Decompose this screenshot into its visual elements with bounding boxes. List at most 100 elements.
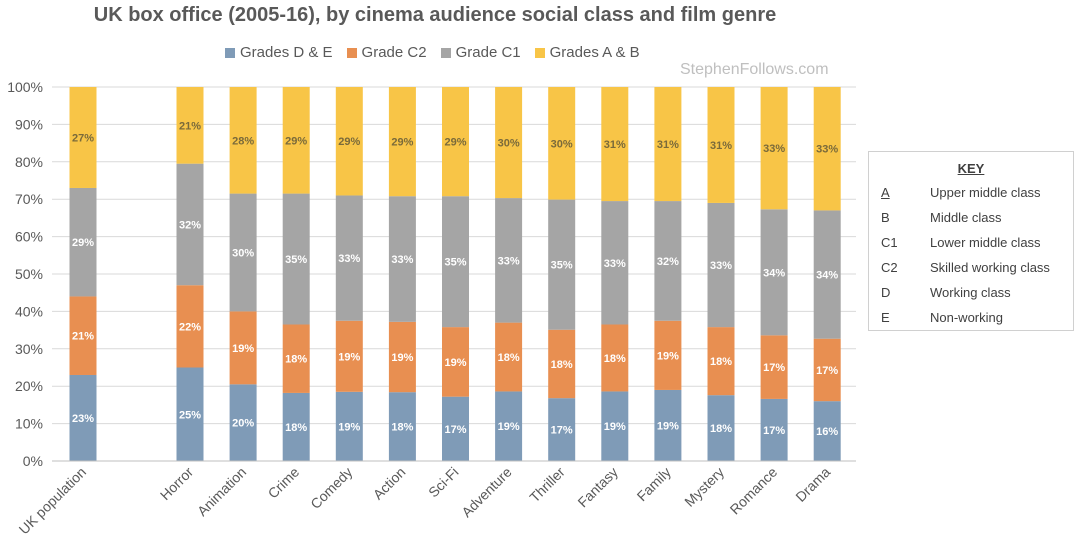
x-tick-label: Mystery — [681, 464, 727, 510]
data-label: 27% — [72, 132, 94, 144]
bar-segment — [707, 87, 735, 203]
data-label: 31% — [710, 140, 732, 152]
key-code: C1 — [881, 235, 898, 250]
x-tick-label: Fantasy — [574, 464, 621, 511]
x-tick-label: Family — [634, 464, 674, 504]
data-label: 17% — [444, 424, 466, 436]
bar-segment — [495, 198, 523, 323]
key-code: E — [881, 310, 890, 325]
data-label: 35% — [551, 260, 573, 272]
bar-segment — [760, 335, 788, 399]
data-label: 34% — [763, 267, 785, 279]
y-tick-label: 80% — [15, 154, 43, 170]
bar-segment — [495, 322, 523, 392]
data-label: 19% — [232, 343, 254, 355]
data-label: 33% — [816, 144, 838, 156]
legend-swatch — [225, 47, 235, 58]
data-label: 31% — [604, 139, 626, 151]
data-label: 25% — [179, 409, 201, 421]
data-label: 19% — [604, 421, 626, 433]
x-tick-label: Sci-Fi — [425, 464, 462, 501]
data-label: 17% — [551, 425, 573, 437]
key-title: KEY — [957, 161, 985, 176]
y-tick-label: 30% — [15, 341, 43, 357]
key-row: E Non-working — [881, 310, 1071, 330]
data-label: 33% — [604, 258, 626, 270]
x-tick-label: Crime — [265, 464, 303, 502]
chart-title: UK box office (2005-16), by cinema audie… — [93, 4, 777, 26]
data-label: 30% — [232, 247, 254, 259]
bar-segment — [282, 87, 310, 194]
bar-segment — [388, 321, 416, 393]
data-label: 29% — [391, 137, 413, 149]
key-description: Upper middle class — [930, 185, 1041, 200]
x-tick-label: Action — [370, 464, 409, 503]
data-label: 19% — [338, 421, 360, 433]
y-tick-label: 0% — [23, 453, 43, 469]
data-label: 33% — [338, 253, 360, 265]
bar-segment — [229, 193, 257, 312]
data-label: 35% — [285, 254, 307, 266]
legend-swatch — [346, 47, 357, 58]
data-label: 18% — [604, 353, 626, 365]
data-label: 19% — [657, 420, 679, 432]
bar-segment — [335, 87, 363, 196]
bar-segment — [654, 87, 682, 202]
legend-label: Grade C1 — [455, 44, 521, 61]
data-label: 19% — [498, 421, 520, 433]
data-label: 30% — [498, 138, 520, 150]
data-label: 21% — [179, 120, 201, 132]
data-label: 33% — [391, 254, 413, 266]
x-tick-label: Horror — [157, 464, 197, 504]
key-code: D — [881, 285, 891, 300]
legend-label: Grade C2 — [361, 44, 427, 61]
bar-segment — [601, 201, 629, 325]
data-label: 29% — [444, 137, 466, 149]
y-tick-label: 90% — [15, 116, 43, 132]
data-label: 18% — [391, 422, 413, 434]
bar-segment — [442, 87, 469, 197]
bar-segment — [282, 193, 310, 325]
key-description: Middle class — [930, 210, 1002, 225]
bar-segment — [813, 401, 841, 461]
bar-segment — [813, 338, 841, 402]
bar-segment — [388, 196, 416, 322]
data-label: 35% — [444, 257, 466, 269]
x-tick-label: Drama — [792, 464, 833, 505]
bar-segment — [176, 367, 204, 461]
bar-segment — [654, 389, 682, 461]
bar-segment — [601, 87, 629, 202]
x-tick-label: Animation — [194, 464, 249, 519]
key-row: A Upper middle class — [881, 185, 1071, 205]
data-label: 28% — [232, 135, 254, 147]
data-label: 18% — [551, 359, 573, 371]
key-row: B Middle class — [881, 210, 1071, 230]
bar-segment — [442, 196, 469, 328]
y-tick-label: 70% — [15, 191, 43, 207]
bar-segment — [654, 320, 682, 390]
y-tick-label: 100% — [7, 79, 43, 95]
data-label: 19% — [391, 352, 413, 364]
data-label: 19% — [444, 357, 466, 369]
data-label: 30% — [551, 138, 573, 150]
x-tick-label: UK population — [16, 464, 90, 538]
key-row: C2 Skilled working class — [881, 260, 1071, 280]
key-code: B — [881, 210, 890, 225]
bar-segment — [548, 398, 576, 461]
bar-segment — [654, 201, 682, 321]
bar-segment — [548, 329, 576, 399]
bar-segment — [388, 87, 416, 197]
bar-segment — [442, 327, 469, 397]
bar-segment — [69, 187, 97, 297]
data-label: 17% — [763, 425, 785, 437]
data-label: 19% — [657, 350, 679, 362]
key-code: A — [881, 185, 890, 200]
data-label: 22% — [179, 321, 201, 333]
bar-segment — [707, 202, 735, 328]
key-box: KEY A Upper middle class B Middle class C1 Lo… — [868, 151, 1074, 331]
bar-segment — [229, 87, 257, 194]
bar-segment — [601, 324, 629, 392]
x-tick-label: Comedy — [307, 464, 355, 512]
data-label: 18% — [710, 423, 732, 435]
